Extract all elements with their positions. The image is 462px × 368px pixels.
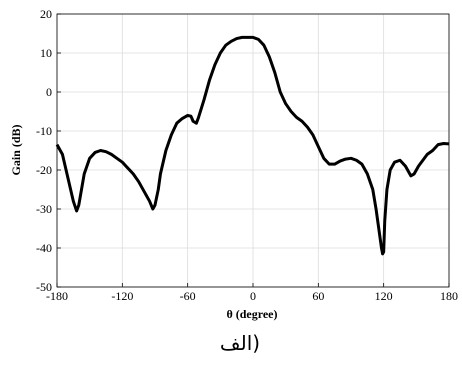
y-tick-label: 0: [46, 85, 52, 99]
plot-frame: [56, 13, 450, 288]
y-tick-label: -10: [36, 124, 52, 138]
y-tick-label: -20: [36, 163, 52, 177]
y-tick-label: -40: [36, 241, 52, 255]
x-tick-label: 120: [375, 289, 393, 303]
x-tick-label: -120: [111, 289, 133, 303]
x-tick-label: 60: [312, 289, 324, 303]
y-tick-label: -30: [36, 202, 52, 216]
x-tick-label: -180: [46, 289, 68, 303]
data-line: [55, 35, 450, 256]
y-tick-label: 10: [40, 46, 52, 60]
x-tick-label: 180: [440, 289, 458, 303]
y-axis-label: Gain (dB): [9, 124, 23, 175]
x-tick-label: 0: [250, 289, 256, 303]
y-tick-label: 20: [40, 7, 52, 21]
y-tick-label: -50: [36, 280, 52, 294]
x-tick-label: -60: [180, 289, 196, 303]
caption: الف): [220, 331, 260, 355]
x-axis-label: θ (degree): [226, 307, 277, 321]
